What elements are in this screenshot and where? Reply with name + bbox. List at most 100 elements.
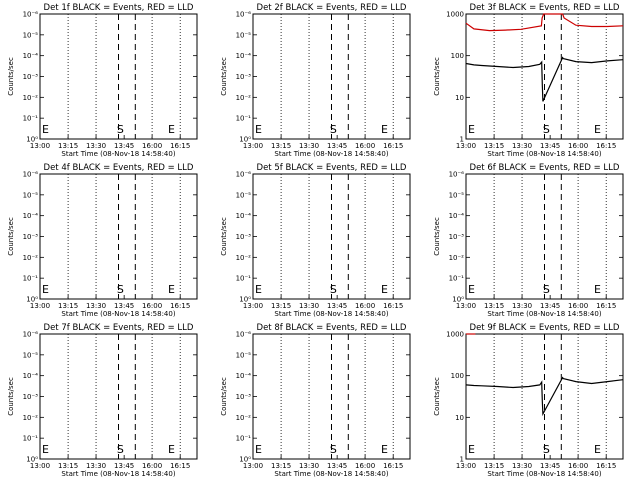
y-axis-label: Counts/sec	[433, 377, 441, 416]
x-tick-label: 16:15	[596, 302, 616, 310]
y-tick-label: 10⁻⁴	[236, 212, 252, 220]
x-axis-label: Start Time (08-Nov-18 14:58:40)	[274, 150, 388, 158]
panel-title: Det 6f BLACK = Events, RED = LLD	[470, 163, 620, 173]
y-tick-label: 1	[460, 456, 464, 464]
y-axis-label: Counts/sec	[220, 377, 228, 416]
start-marker: S	[543, 443, 550, 456]
y-tick-label: 10⁻⁵	[23, 31, 39, 39]
y-tick-label: 10⁻⁵	[236, 31, 252, 39]
y-tick-label: 10⁻⁴	[236, 52, 252, 60]
y-tick-label: 10⁰	[26, 456, 38, 464]
x-axis-label: Start Time (08-Nov-18 14:58:40)	[487, 150, 601, 158]
x-tick-label: 13:45	[540, 302, 560, 310]
end-marker-left: E	[42, 123, 49, 136]
y-tick-label: 10⁻⁴	[23, 212, 39, 220]
y-tick-label: 10⁻¹	[23, 435, 39, 443]
y-tick-label: 10⁻¹	[236, 115, 252, 123]
y-tick-label: 10⁰	[26, 296, 38, 304]
end-marker: E	[168, 443, 175, 456]
x-tick-label: 16:15	[596, 142, 616, 150]
x-tick-label: 13:00	[243, 462, 263, 470]
panel-title: Det 5f BLACK = Events, RED = LLD	[257, 163, 407, 173]
panel-det-7: Det 7f BLACK = Events, RED = LLD 10⁰ 10⁻¹ 1…	[7, 323, 198, 478]
x-tick-label: 16:00	[142, 462, 162, 470]
y-tick-label: 10⁻⁴	[236, 372, 252, 380]
panel-title: Det 7f BLACK = Events, RED = LLD	[44, 323, 194, 333]
x-tick-label: 16:15	[170, 142, 190, 150]
y-tick-label: 10⁻¹	[236, 275, 252, 283]
x-tick-label: 13:15	[484, 142, 504, 150]
x-tick-label: 16:00	[355, 302, 375, 310]
y-tick-label: 10⁻⁶	[449, 171, 465, 179]
y-axis-label: Counts/sec	[7, 377, 15, 416]
panel-title: Det 1f BLACK = Events, RED = LLD	[44, 3, 194, 13]
x-tick-label: 13:30	[512, 142, 532, 150]
x-tick-label: 13:00	[456, 462, 476, 470]
x-axis-label: Start Time (08-Nov-18 14:58:40)	[61, 470, 175, 478]
x-tick-label: 13:00	[30, 462, 50, 470]
y-tick-label: 10⁻⁵	[236, 191, 252, 199]
series-line	[465, 13, 624, 32]
y-tick-label: 10⁰	[239, 296, 251, 304]
x-tick-label: 13:00	[456, 142, 476, 150]
x-axis-label: Start Time (08-Nov-18 14:58:40)	[61, 150, 175, 158]
end-marker: E	[594, 443, 601, 456]
y-tick-label: 10⁻¹	[449, 275, 465, 283]
y-tick-label: 10⁻¹	[23, 115, 39, 123]
end-marker-left: E	[468, 443, 475, 456]
x-tick-label: 13:00	[30, 142, 50, 150]
end-marker: E	[594, 283, 601, 296]
panel-title: Det 3f BLACK = Events, RED = LLD	[470, 3, 620, 13]
x-tick-label: 13:00	[243, 302, 263, 310]
y-tick-label: 10⁻²	[23, 254, 39, 262]
start-marker: S	[330, 123, 337, 136]
x-tick-label: 13:30	[512, 302, 532, 310]
x-axis-label: Start Time (08-Nov-18 14:58:40)	[274, 310, 388, 318]
y-tick-label: 10⁻³	[23, 73, 39, 81]
y-tick-label: 10⁻⁴	[449, 212, 465, 220]
y-tick-label: 10⁻⁶	[236, 331, 252, 339]
y-tick-label: 10⁰	[452, 296, 464, 304]
y-axis-label: Counts/sec	[7, 217, 15, 256]
x-tick-label: 16:15	[170, 462, 190, 470]
y-tick-label: 10⁻⁴	[23, 52, 39, 60]
x-tick-label: 13:15	[271, 142, 291, 150]
x-tick-label: 13:30	[299, 302, 319, 310]
x-tick-label: 13:30	[299, 142, 319, 150]
end-marker: E	[381, 283, 388, 296]
end-marker-left: E	[468, 283, 475, 296]
x-axis-label: Start Time (08-Nov-18 14:58:40)	[274, 470, 388, 478]
y-tick-label: 10⁻²	[449, 254, 465, 262]
start-marker: S	[330, 443, 337, 456]
x-tick-label: 13:00	[456, 302, 476, 310]
y-tick-label: 10⁻²	[236, 414, 252, 422]
x-tick-label: 13:30	[512, 462, 532, 470]
y-tick-label: 10⁻⁴	[23, 372, 39, 380]
y-tick-label: 10	[455, 414, 464, 422]
panel-det-2: Det 2f BLACK = Events, RED = LLD 10⁰ 10⁻¹ 1…	[220, 3, 411, 158]
y-tick-label: 10⁻⁵	[449, 191, 465, 199]
x-tick-label: 13:15	[484, 462, 504, 470]
x-tick-label: 13:15	[58, 142, 78, 150]
y-tick-label: 1000	[446, 11, 464, 19]
x-axis-label: Start Time (08-Nov-18 14:58:40)	[61, 310, 175, 318]
x-tick-label: 13:45	[540, 462, 560, 470]
y-tick-label: 10⁻³	[236, 393, 252, 401]
y-tick-label: 100	[451, 372, 464, 380]
panel-title: Det 9f BLACK = Events, RED = LLD	[470, 323, 620, 333]
y-tick-label: 10⁻²	[236, 254, 252, 262]
y-tick-label: 10	[455, 94, 464, 102]
y-axis-label: Counts/sec	[433, 57, 441, 96]
x-tick-label: 16:00	[568, 302, 588, 310]
panel-det-3: Det 3f BLACK = Events, RED = LLD 1 10 100 10…	[433, 3, 624, 158]
start-marker: S	[543, 123, 550, 136]
x-tick-label: 13:30	[299, 462, 319, 470]
end-marker-left: E	[42, 283, 49, 296]
y-tick-label: 10⁻⁶	[23, 171, 39, 179]
end-marker: E	[168, 123, 175, 136]
y-axis-label: Counts/sec	[220, 57, 228, 96]
y-tick-label: 10⁰	[26, 136, 38, 144]
x-tick-label: 13:15	[271, 302, 291, 310]
panel-title: Det 2f BLACK = Events, RED = LLD	[257, 3, 407, 13]
panel-det-6: Det 6f BLACK = Events, RED = LLD 10⁰ 10⁻¹ 1…	[433, 163, 624, 318]
